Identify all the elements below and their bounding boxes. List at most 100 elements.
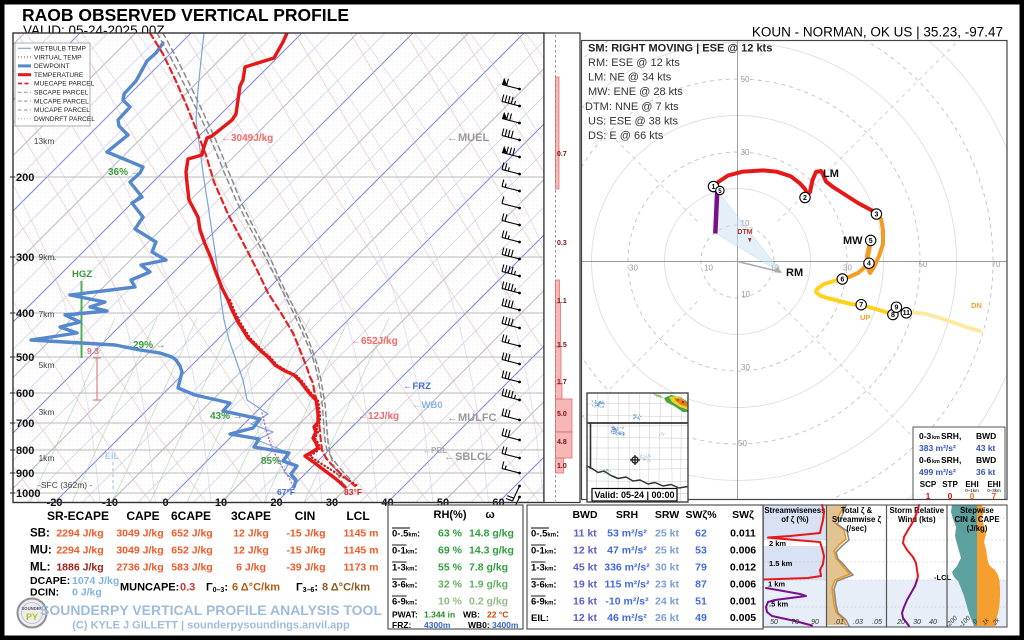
svg-text:.5 km: .5 km: [769, 600, 789, 609]
svg-text:1.9 g/kg: 1.9 g/kg: [469, 579, 508, 591]
svg-text:46 m²/s²: 46 m²/s²: [607, 612, 647, 624]
svg-text:MUNCAPE:: MUNCAPE:: [120, 582, 179, 594]
svg-text:SCP: SCP: [920, 480, 937, 489]
svg-text:30: 30: [629, 264, 638, 273]
svg-text:Streamwise ζ: Streamwise ζ: [832, 515, 882, 524]
svg-text:1: 1: [712, 184, 716, 191]
svg-text:Streamwiseness: Streamwiseness: [764, 506, 826, 515]
svg-text:.01: .01: [834, 619, 844, 626]
svg-text:km: km: [932, 435, 940, 441]
svg-text:2k: 2k: [991, 617, 1002, 628]
svg-text:RM: RM: [786, 267, 803, 279]
svg-text:CAPE: CAPE: [126, 509, 159, 523]
svg-text:85% →: 85% →: [261, 456, 294, 467]
svg-text:LCL: LCL: [346, 509, 369, 523]
svg-text:WB:: WB:: [463, 610, 480, 620]
svg-text:0-.5km:: 0-.5km:: [531, 529, 559, 540]
svg-text:11: 11: [903, 310, 911, 317]
svg-text:87: 87: [695, 579, 707, 591]
svg-text:5.0: 5.0: [557, 411, 567, 418]
svg-text:67°F: 67°F: [277, 487, 295, 497]
svg-text:6 J/kg: 6 J/kg: [236, 562, 266, 574]
svg-text:19 kt: 19 kt: [573, 579, 597, 591]
svg-text:LM: NE @ 34 kts: LM: NE @ 34 kts: [588, 72, 672, 84]
svg-text:16 kt: 16 kt: [573, 596, 597, 608]
svg-text:3049 J/kg: 3049 J/kg: [116, 545, 163, 557]
svg-text:0.006: 0.006: [730, 579, 756, 591]
svg-text:43 kt: 43 kt: [976, 443, 996, 453]
svg-text:1.5: 1.5: [557, 342, 567, 349]
svg-text:23 kt: 23 kt: [655, 579, 679, 591]
svg-text:DTM: DTM: [737, 229, 752, 236]
svg-text:652 J/kg: 652 J/kg: [171, 545, 212, 557]
svg-text:MLCAPE PARCEL: MLCAPE PARCEL: [34, 98, 89, 105]
svg-text:0: 0: [970, 491, 975, 501]
svg-text:SB:: SB:: [30, 528, 50, 540]
svg-text:LM: LM: [823, 168, 839, 180]
svg-text:1.5 km: 1.5 km: [769, 559, 793, 568]
svg-text:499 m²/s²: 499 m²/s²: [919, 467, 956, 477]
svg-text:←3049J/kg: ←3049J/kg: [221, 133, 273, 144]
svg-text:20: 20: [896, 619, 905, 626]
svg-text:CIN & CAPE: CIN & CAPE: [954, 515, 999, 524]
svg-text:700: 700: [16, 418, 34, 430]
svg-text:(/sec): (/sec): [846, 524, 867, 533]
svg-text:1.0: 1.0: [557, 463, 567, 470]
svg-text:MUCAPE PARCEL: MUCAPE PARCEL: [34, 107, 90, 114]
svg-text:MW: MW: [843, 235, 863, 247]
svg-text:VIRTUAL TEMP: VIRTUAL TEMP: [34, 54, 82, 61]
svg-text:63 %: 63 %: [438, 528, 463, 540]
svg-text:30: 30: [843, 264, 852, 273]
svg-text:SRH,: SRH,: [941, 455, 961, 465]
svg-text:12 J/kg: 12 J/kg: [233, 528, 269, 540]
svg-text:9km: 9km: [38, 252, 54, 262]
svg-text:583 J/kg: 583 J/kg: [171, 562, 212, 574]
svg-text:11 kt: 11 kt: [573, 528, 597, 540]
svg-text:0 J/kg: 0 J/kg: [72, 587, 102, 599]
svg-text:5: 5: [718, 189, 722, 195]
svg-text:3km: 3km: [38, 407, 54, 417]
svg-text:83°F: 83°F: [344, 487, 362, 497]
svg-text:50: 50: [919, 260, 928, 269]
svg-text:-LCL: -LCL: [934, 573, 951, 582]
svg-text:32 %: 32 %: [438, 579, 463, 591]
svg-text:Wind (kts): Wind (kts): [898, 515, 936, 524]
svg-text:1000: 1000: [16, 488, 40, 500]
svg-text:0: 0: [972, 618, 980, 626]
svg-text:BWD: BWD: [572, 509, 597, 521]
svg-text:9.3: 9.3: [87, 346, 99, 356]
svg-text:←WB0: ←WB0: [412, 400, 443, 411]
svg-text:12 kt: 12 kt: [573, 612, 597, 624]
svg-text:50: 50: [741, 75, 750, 84]
svg-text:7km: 7km: [38, 309, 54, 319]
svg-text:36 kt: 36 kt: [976, 467, 996, 477]
svg-text:30 kt: 30 kt: [655, 562, 679, 574]
svg-text:0.3: 0.3: [557, 240, 567, 247]
svg-text:1.7: 1.7: [557, 379, 567, 386]
svg-text:10: 10: [704, 264, 713, 273]
svg-text:6 Δ°C/km: 6 Δ°C/km: [232, 582, 280, 594]
svg-text:0–3km: 0–3km: [987, 488, 1001, 493]
svg-text:←SBLCL: ←SBLCL: [444, 451, 492, 463]
svg-text:DN: DN: [971, 301, 982, 310]
svg-text:SOUNDERPY VERTICAL PROFILE ANA: SOUNDERPY VERTICAL PROFILE ANALYSIS TOOL: [40, 602, 382, 618]
svg-text:4300m: 4300m: [424, 620, 451, 630]
svg-text:2: 2: [803, 195, 807, 202]
svg-text:0.012: 0.012: [730, 562, 756, 574]
svg-text:10: 10: [741, 219, 750, 228]
svg-text:45 kt: 45 kt: [573, 562, 597, 574]
svg-text:.03: .03: [853, 619, 863, 626]
svg-text:SRH,: SRH,: [941, 431, 961, 441]
svg-text:SRH: SRH: [616, 509, 638, 521]
svg-text:6: 6: [840, 276, 844, 283]
svg-text:30: 30: [741, 148, 750, 157]
svg-text:MUECAPE PARCEL: MUECAPE PARCEL: [34, 81, 95, 88]
svg-text:30: 30: [913, 619, 921, 626]
svg-text:14.8 g/kg: 14.8 g/kg: [469, 528, 514, 540]
svg-text:400: 400: [16, 308, 34, 320]
svg-text:SWζ: SWζ: [732, 509, 754, 521]
svg-text:PY: PY: [26, 612, 38, 622]
svg-text:0-6: 0-6: [919, 455, 932, 465]
svg-text:7: 7: [859, 302, 863, 309]
svg-text:200: 200: [16, 172, 34, 184]
